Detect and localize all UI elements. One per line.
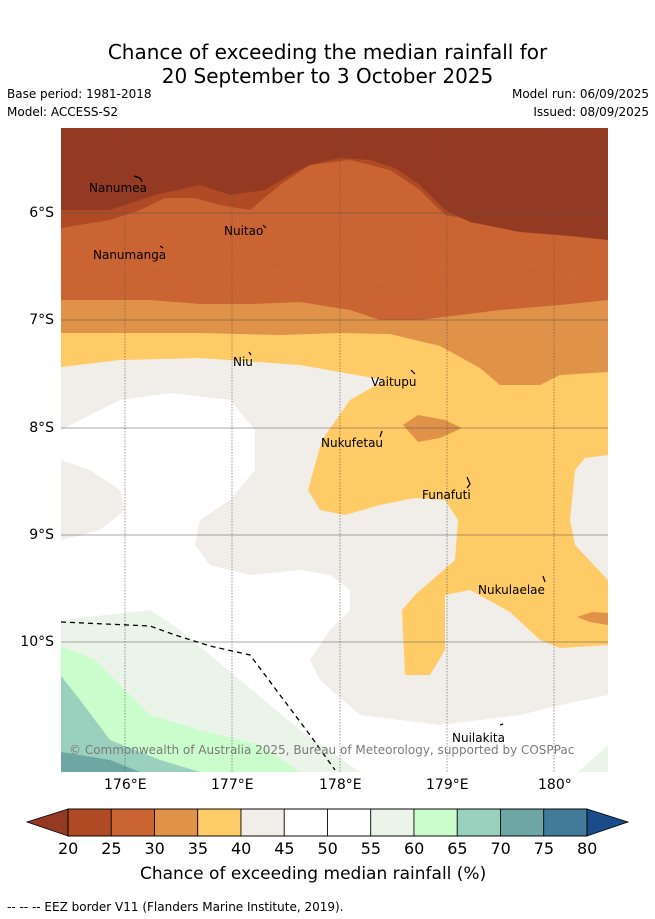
map-title: Chance of exceeding the median rainfall … bbox=[0, 40, 655, 88]
colorbar-tick-80: 80 bbox=[577, 839, 598, 858]
contour-below-20-core bbox=[61, 128, 608, 240]
colorbar-swatch-70-75 bbox=[500, 808, 545, 837]
model-run: Model run: 06/09/2025 bbox=[511, 87, 649, 101]
colorbar-swatch-75-80 bbox=[543, 808, 588, 837]
contour-70-75 bbox=[61, 752, 140, 772]
lat-tick-8s: 8°S bbox=[29, 420, 54, 436]
issued-date: Issued: 08/09/2025 bbox=[533, 105, 649, 119]
colorbar-swatch-60-65 bbox=[413, 808, 458, 837]
colorbar-tick-65: 65 bbox=[447, 839, 468, 858]
eez-footnote: -- -- -- EEZ border V11 (Flanders Marine… bbox=[7, 900, 344, 914]
contour-30-35-blob bbox=[403, 415, 462, 442]
eez-border bbox=[61, 621, 336, 771]
colorbar-tick-30: 30 bbox=[144, 839, 165, 858]
lon-tick-178e: 178°E bbox=[319, 777, 362, 793]
contour-65-70 bbox=[61, 676, 200, 772]
contour-60-65 bbox=[61, 646, 300, 772]
contour-30-35-east bbox=[577, 612, 608, 625]
colorbar-tick-60: 60 bbox=[404, 839, 425, 858]
colorbar-swatch-20-25 bbox=[67, 808, 112, 837]
lat-tick-6s: 6°S bbox=[29, 205, 54, 221]
place-label-vaitupu: Vaitupu bbox=[371, 375, 417, 389]
lat-tick-10s: 10°S bbox=[20, 634, 54, 650]
title-line-2: 20 September to 3 October 2025 bbox=[161, 64, 494, 88]
colorbar-over-arrow bbox=[586, 808, 630, 837]
place-label-nukulaelae: Nukulaelae bbox=[478, 583, 545, 597]
colorbar-tick-labels: 20 25 30 35 40 45 50 55 60 65 70 75 80 bbox=[0, 839, 655, 859]
base-period: Base period: 1981-2018 bbox=[7, 87, 152, 101]
colorbar-swatches bbox=[67, 808, 588, 837]
colorbar-swatch-40-45 bbox=[240, 808, 285, 837]
place-label-nukufetau: Nukufetau bbox=[321, 436, 384, 450]
copyright-credit: © Commonwealth of Australia 2025, Bureau… bbox=[69, 743, 575, 757]
colorbar-tick-50: 50 bbox=[317, 839, 338, 858]
map-plot-area bbox=[61, 128, 608, 772]
colorbar-label: Chance of exceeding median rainfall (%) bbox=[140, 864, 487, 884]
place-label-nuitao: Nuitao bbox=[224, 224, 264, 238]
graticule bbox=[61, 128, 608, 772]
colorbar-swatch-55-60 bbox=[370, 808, 415, 837]
lat-tick-7s: 7°S bbox=[29, 312, 54, 328]
title-line-1: Chance of exceeding the median rainfall … bbox=[107, 40, 548, 64]
place-label-nuilakita: Nuilakita bbox=[452, 731, 505, 745]
colorbar-tick-75: 75 bbox=[533, 839, 555, 858]
colorbar-under-arrow bbox=[25, 808, 69, 837]
colorbar-tick-40: 40 bbox=[231, 839, 252, 858]
lon-tick-177e: 177°E bbox=[211, 777, 254, 793]
colorbar-tick-70: 70 bbox=[490, 839, 511, 858]
lon-tick-176e: 176°E bbox=[104, 777, 147, 793]
colorbar-tick-55: 55 bbox=[360, 839, 382, 858]
model-name: Model: ACCESS-S2 bbox=[7, 105, 119, 119]
colorbar-swatch-35-40 bbox=[197, 808, 242, 837]
colorbar-swatch-45-50 bbox=[283, 808, 328, 837]
colorbar-tick-20: 20 bbox=[58, 839, 79, 858]
colorbar-tick-25: 25 bbox=[101, 839, 122, 858]
colorbar-tick-35: 35 bbox=[187, 839, 209, 858]
lon-tick-179e: 179°E bbox=[426, 777, 469, 793]
colorbar-swatch-65-70 bbox=[456, 808, 501, 837]
colorbar-swatch-30-35 bbox=[154, 808, 199, 837]
colorbar-swatch-50-55 bbox=[327, 808, 372, 837]
place-label-funafuti: Funafuti bbox=[422, 488, 471, 502]
place-label-nanumea: Nanumea bbox=[89, 181, 147, 195]
island-marks bbox=[133, 175, 546, 726]
colorbar-frame bbox=[67, 808, 588, 837]
colorbar bbox=[25, 808, 630, 837]
contour-55-60-se bbox=[578, 745, 608, 772]
colorbar-swatch-25-30 bbox=[110, 808, 155, 837]
lon-tick-180: 180° bbox=[538, 777, 572, 793]
colorbar-tick-45: 45 bbox=[274, 839, 295, 858]
place-label-niu: Niu bbox=[233, 355, 253, 369]
lat-tick-9s: 9°S bbox=[29, 527, 54, 543]
contour-25-30-fill bbox=[61, 260, 608, 320]
place-label-nanumanga: Nanumanga bbox=[93, 248, 167, 262]
